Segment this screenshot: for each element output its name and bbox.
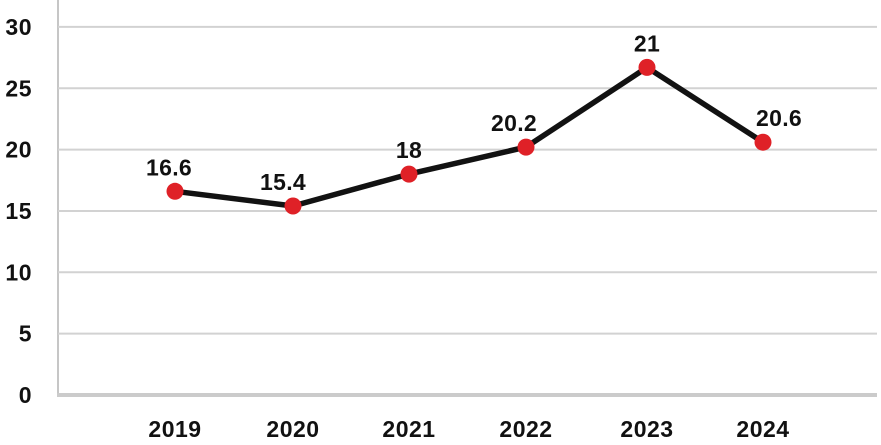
data-point-marker [284, 197, 302, 215]
data-point-marker [754, 133, 772, 151]
y-tick-label: 10 [5, 259, 32, 285]
y-tick-label: 25 [5, 75, 32, 101]
y-tick-label: 0 [19, 382, 32, 408]
data-point-marker [166, 182, 184, 200]
y-tick-label: 5 [19, 321, 32, 347]
series-line [172, 64, 766, 209]
y-tick-label: 30 [5, 14, 32, 40]
x-tick-label: 2019 [148, 416, 201, 442]
x-tick-label: 2023 [620, 416, 673, 442]
x-tick-label: 2021 [382, 416, 435, 442]
data-point-label: 15.4 [260, 169, 306, 195]
x-tick-label: 2020 [266, 416, 319, 442]
data-point-marker [517, 138, 535, 156]
x-tick-label: 2024 [736, 416, 789, 442]
data-point-marker [638, 58, 656, 76]
data-point-label: 20.6 [756, 105, 802, 131]
y-tick-label: 20 [5, 137, 32, 163]
data-point-label: 18 [396, 137, 422, 163]
x-tick-label: 2022 [499, 416, 552, 442]
y-tick-label: 15 [5, 198, 32, 224]
data-point-label: 16.6 [146, 154, 192, 180]
data-point-marker [400, 165, 418, 183]
data-point-label: 21 [634, 30, 660, 56]
data-point-label: 20.2 [491, 110, 537, 136]
